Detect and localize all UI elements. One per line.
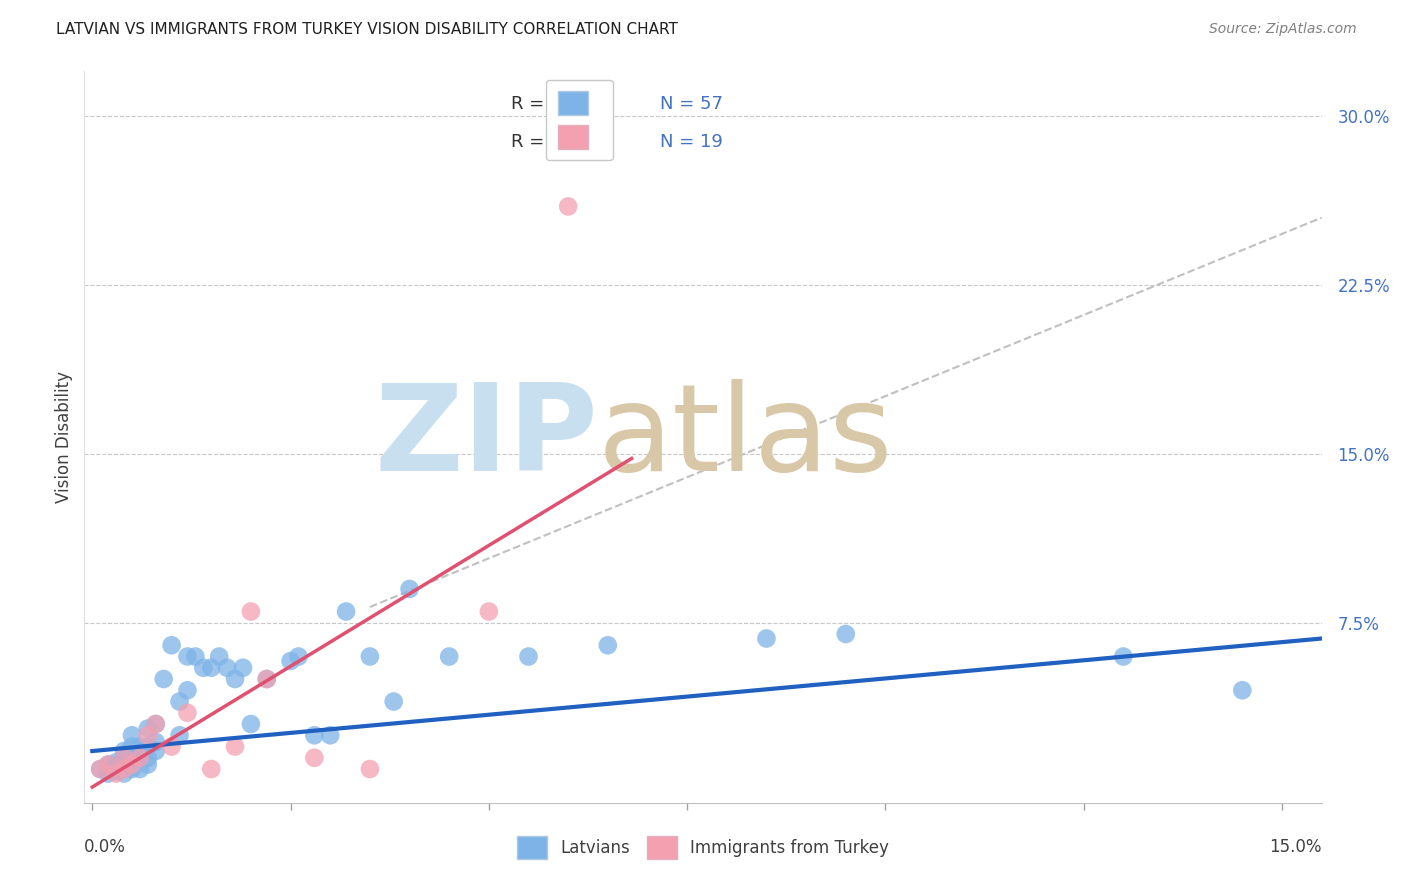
Point	[121, 762, 143, 776]
Point	[112, 766, 135, 780]
Point	[517, 649, 540, 664]
Point	[256, 672, 278, 686]
Text: N = 19: N = 19	[659, 133, 723, 152]
Y-axis label: Vision Disability: Vision Disability	[55, 371, 73, 503]
Point	[105, 756, 128, 770]
Point	[97, 757, 120, 772]
Point	[596, 638, 619, 652]
Legend: Latvians, Immigrants from Turkey: Latvians, Immigrants from Turkey	[509, 828, 897, 868]
Point	[136, 722, 159, 736]
Point	[160, 638, 183, 652]
Point	[1112, 649, 1135, 664]
Point	[176, 706, 198, 720]
Point	[287, 649, 309, 664]
Point	[152, 672, 174, 686]
Text: Source: ZipAtlas.com: Source: ZipAtlas.com	[1209, 22, 1357, 37]
Point	[239, 717, 262, 731]
Point	[239, 605, 262, 619]
Point	[136, 739, 159, 754]
Point	[755, 632, 778, 646]
Point	[335, 605, 357, 619]
Point	[184, 649, 207, 664]
Point	[382, 694, 405, 708]
Point	[160, 739, 183, 754]
Point	[193, 661, 215, 675]
Point	[398, 582, 420, 596]
Point	[136, 751, 159, 765]
Point	[217, 661, 239, 675]
Point	[145, 744, 167, 758]
Point	[437, 649, 460, 664]
Point	[121, 757, 143, 772]
Point	[112, 751, 135, 765]
Point	[232, 661, 254, 675]
Text: R = 0.306: R = 0.306	[512, 95, 602, 112]
Point	[121, 739, 143, 754]
Point	[176, 683, 198, 698]
Point	[280, 654, 302, 668]
Point	[97, 757, 120, 772]
Point	[224, 739, 246, 754]
Text: ZIP: ZIP	[374, 378, 598, 496]
Point	[89, 762, 111, 776]
Point	[176, 649, 198, 664]
Text: N = 57: N = 57	[659, 95, 723, 112]
Point	[169, 728, 191, 742]
Point	[145, 735, 167, 749]
Point	[359, 762, 381, 776]
Point	[112, 762, 135, 776]
Text: R = 0.608: R = 0.608	[512, 133, 602, 152]
Point	[105, 766, 128, 780]
Text: LATVIAN VS IMMIGRANTS FROM TURKEY VISION DISABILITY CORRELATION CHART: LATVIAN VS IMMIGRANTS FROM TURKEY VISION…	[56, 22, 678, 37]
Point	[169, 694, 191, 708]
Point	[145, 717, 167, 731]
Point	[256, 672, 278, 686]
Text: 0.0%: 0.0%	[84, 838, 127, 856]
Point	[112, 744, 135, 758]
Point	[89, 762, 111, 776]
Point	[304, 728, 326, 742]
Point	[121, 728, 143, 742]
Point	[128, 762, 150, 776]
Point	[478, 605, 501, 619]
Point	[1232, 683, 1254, 698]
Point	[128, 739, 150, 754]
Point	[105, 764, 128, 779]
Point	[145, 717, 167, 731]
Point	[121, 757, 143, 772]
Point	[128, 751, 150, 765]
Point	[224, 672, 246, 686]
Point	[557, 199, 579, 213]
Point	[128, 751, 150, 765]
Point	[136, 728, 159, 742]
Point	[112, 757, 135, 772]
Point	[319, 728, 342, 742]
Point	[112, 762, 135, 776]
Point	[112, 751, 135, 765]
Text: atlas: atlas	[598, 378, 893, 496]
Point	[200, 661, 222, 675]
Point	[835, 627, 858, 641]
Point	[200, 762, 222, 776]
Text: 15.0%: 15.0%	[1270, 838, 1322, 856]
Point	[105, 760, 128, 774]
Point	[136, 757, 159, 772]
Point	[105, 762, 128, 776]
Point	[208, 649, 231, 664]
Point	[304, 751, 326, 765]
Point	[97, 766, 120, 780]
Point	[121, 751, 143, 765]
Point	[359, 649, 381, 664]
